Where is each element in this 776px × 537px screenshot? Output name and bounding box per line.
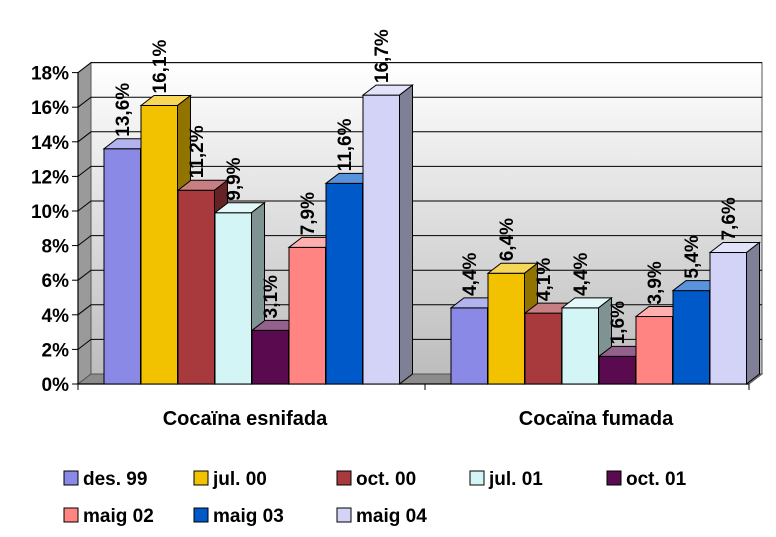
bar	[708, 241, 761, 386]
data-label: 3,9%	[645, 261, 666, 304]
data-label: 1,6%	[608, 301, 629, 344]
gridline	[77, 96, 762, 108]
legend-swatch	[469, 470, 485, 486]
legend-label: oct. 01	[626, 469, 687, 490]
legend-label: maig 03	[213, 506, 284, 527]
y-tick-label: 2%	[42, 340, 70, 361]
data-label: 3,1%	[261, 275, 282, 318]
legend-item: oct. 00	[336, 469, 416, 490]
y-tick-label: 8%	[42, 237, 70, 258]
y-tick-label: 18%	[31, 64, 69, 85]
legend-swatch	[193, 507, 209, 523]
y-tick-label: 4%	[42, 306, 70, 327]
x-axis-categories: Cocaïna esnifada Cocaïna fumada	[163, 408, 674, 430]
legend-item: oct. 01	[606, 469, 687, 490]
category-label: Cocaïna esnifada	[163, 408, 328, 430]
data-label: 6,4%	[497, 218, 518, 261]
bar	[213, 201, 266, 386]
gridline	[77, 62, 762, 73]
data-label: 7,6%	[719, 197, 740, 240]
legend-label: maig 02	[83, 506, 154, 527]
legend-item: maig 04	[336, 506, 427, 527]
legend-swatch	[63, 470, 79, 486]
y-tick-label: 6%	[42, 271, 70, 292]
data-label: 16,7%	[372, 29, 393, 83]
legend-swatch	[336, 507, 352, 523]
legend-swatch	[63, 507, 79, 523]
bar	[176, 179, 229, 386]
legend-swatch	[336, 470, 352, 486]
data-label: 4,1%	[534, 258, 555, 301]
legend-label: jul. 01	[488, 469, 543, 490]
legend: des. 99 jul. 00 oct. 00 jul. 01 oct. 01 maig …	[63, 469, 687, 527]
y-tick-label: 16%	[31, 98, 69, 119]
bar	[486, 262, 539, 386]
legend-item: maig 03	[193, 506, 284, 527]
data-label: 11,2%	[187, 125, 208, 178]
legend-item: jul. 00	[193, 469, 267, 490]
gridline	[77, 235, 762, 246]
side-wall	[77, 61, 92, 386]
data-label: 16,1%	[150, 39, 171, 93]
data-label: 11,6%	[335, 118, 356, 171]
category-label: Cocaïna fumada	[519, 408, 674, 430]
data-label: 5,4%	[682, 235, 703, 278]
legend-item: jul. 01	[469, 469, 543, 490]
bar	[361, 84, 414, 386]
data-label: 9,9%	[224, 157, 245, 200]
gridline	[77, 131, 762, 143]
gridline	[77, 269, 762, 281]
data-label: 4,4%	[571, 252, 592, 295]
y-tick-label: 14%	[31, 133, 69, 154]
legend-item: des. 99	[63, 469, 147, 490]
legend-label: jul. 00	[212, 469, 267, 490]
data-label: 7,9%	[298, 192, 319, 235]
data-labels: 13,6% 16,1% 11,2% 9,9% 3,1% 7,9% 11,6% 16,7% 4,4…	[113, 29, 740, 344]
y-tick-label: 0%	[42, 375, 70, 396]
legend-swatch	[193, 470, 209, 486]
data-label: 13,6%	[113, 83, 134, 137]
y-tick-label: 10%	[31, 202, 69, 223]
gridline	[77, 200, 762, 212]
legend-label: oct. 00	[356, 469, 416, 490]
legend-item: maig 02	[63, 506, 154, 527]
legend-swatch	[606, 470, 622, 486]
y-tick-label: 12%	[31, 167, 69, 188]
data-label: 4,4%	[460, 252, 481, 295]
legend-label: maig 04	[356, 506, 427, 527]
gridline	[77, 165, 762, 177]
legend-label: des. 99	[83, 469, 147, 490]
bars	[102, 84, 761, 386]
